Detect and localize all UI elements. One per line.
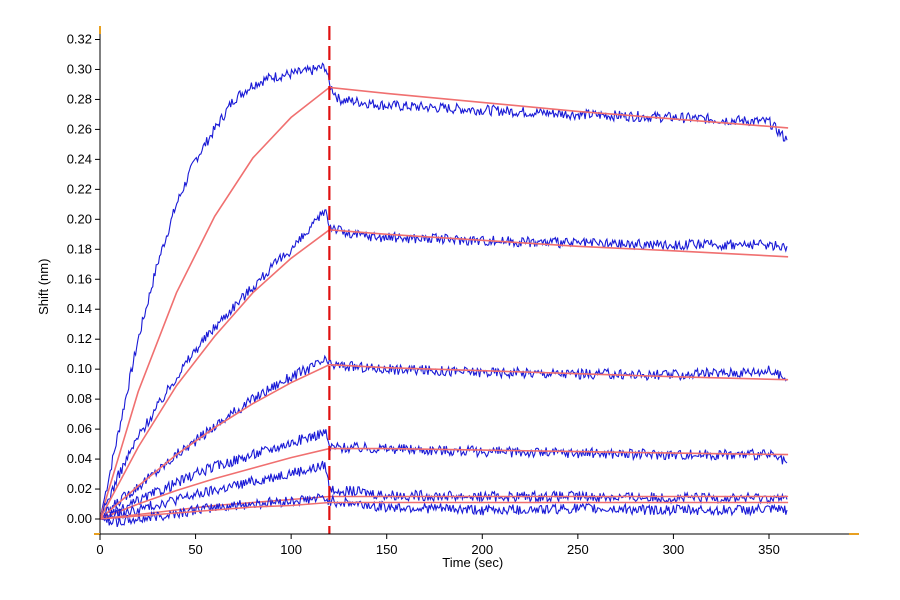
x-axis-title: Time (sec): [442, 555, 503, 570]
x-tick-label: 300: [663, 542, 685, 557]
x-tick-label: 50: [188, 542, 202, 557]
x-tick-label: 150: [376, 542, 398, 557]
x-tick-label: 0: [96, 542, 103, 557]
y-tick-label: 0.28: [67, 91, 92, 106]
y-tick-label: 0.32: [67, 31, 92, 46]
y-axis-title: Shift (nm): [36, 259, 51, 315]
y-tick-label: 0.22: [67, 181, 92, 196]
x-tick-label: 200: [471, 542, 493, 557]
y-tick-label: 0.06: [67, 421, 92, 436]
axes: 0.00 0.02 0.04 0.06 0.08 0.10 0.12 0.14 0.16 0.18…: [67, 26, 859, 557]
y-tick-label: 0.30: [67, 61, 92, 76]
y-tick-label: 0.12: [67, 331, 92, 346]
y-tick-label: 0.24: [67, 151, 92, 166]
y-tick-label: 0.00: [67, 511, 92, 526]
y-tick-label: 0.18: [67, 241, 92, 256]
y-tick-label: 0.20: [67, 211, 92, 226]
fit-curve-1: [99, 86, 789, 520]
y-tick-label: 0.26: [67, 121, 92, 136]
y-tick-label: 0.08: [67, 391, 92, 406]
y-tick-label: 0.16: [67, 271, 92, 286]
x-tick-label: 250: [567, 542, 589, 557]
x-ticks: 0 50 100 150 200 250 300 350: [96, 534, 780, 557]
fit-curve-3: [99, 363, 789, 520]
y-tick-label: 0.04: [67, 451, 92, 466]
measured-trace-1: [99, 62, 788, 520]
fit-curve-2: [99, 228, 789, 520]
measured-trace-2: [99, 209, 788, 520]
series-layer: [99, 62, 789, 528]
y-tick-label: 0.02: [67, 481, 92, 496]
measured-trace-6: [99, 493, 788, 528]
y-tick-label: 0.10: [67, 361, 92, 376]
y-tick-label: 0.14: [67, 301, 92, 316]
x-tick-label: 350: [758, 542, 780, 557]
x-tick-label: 100: [280, 542, 302, 557]
measured-trace-5: [99, 460, 788, 522]
fit-curve-6: [99, 501, 789, 520]
y-ticks: 0.00 0.02 0.04 0.06 0.08 0.10 0.12 0.14 0.16 0.18…: [67, 31, 100, 526]
fit-curve-4: [99, 447, 789, 520]
